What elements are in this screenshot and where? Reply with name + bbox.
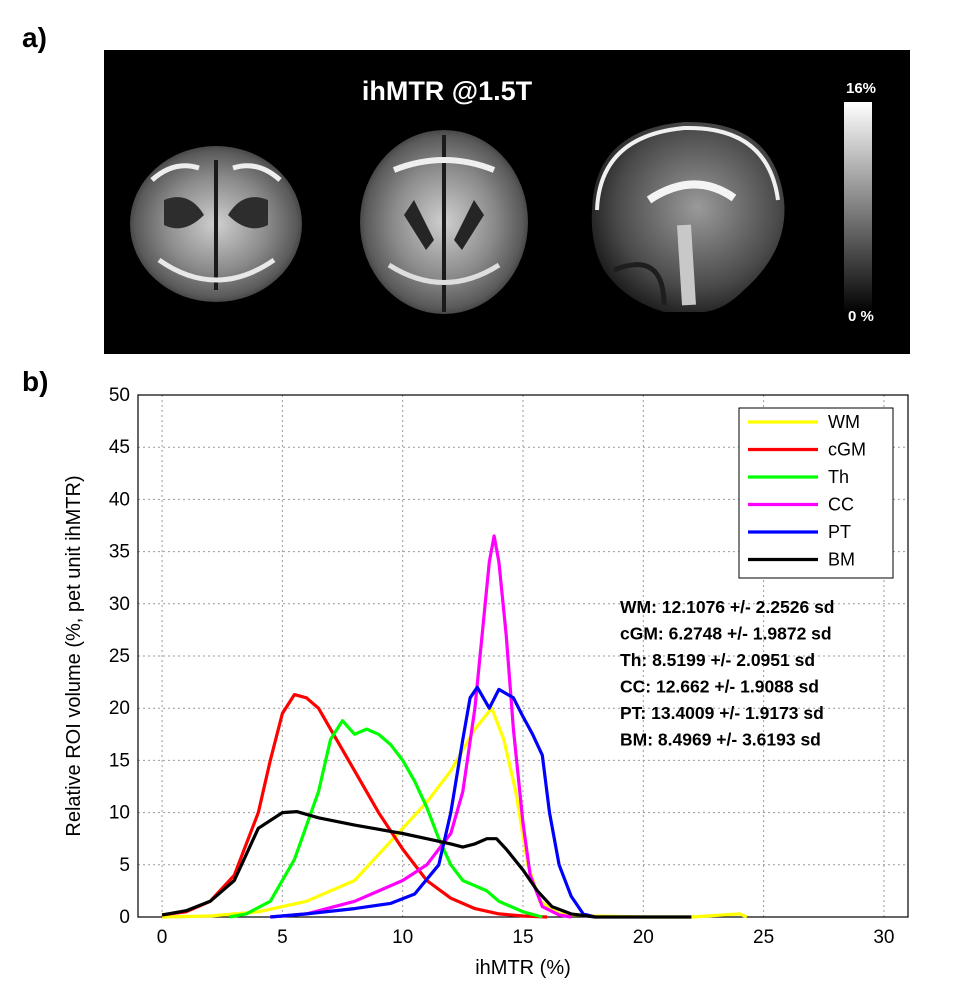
panel-a-label: a) [22,22,47,53]
sagittal-slice [591,121,785,312]
y-tick-label: 5 [119,855,130,876]
colorbar-max-label: 16% [846,80,877,97]
y-tick-label: 20 [109,698,130,719]
colorbar [844,102,872,314]
x-tick-label: 0 [157,927,168,948]
brain-slices [130,121,785,314]
mri-image-panel: ihMTR @1.5T [104,50,910,354]
y-tick-label: 25 [109,646,130,667]
legend-box [738,407,894,579]
legend-label-th: Th [828,467,849,487]
axial-slice-1 [130,146,302,302]
stats-line: WM: 12.1076 +/- 2.2526 sd [620,597,835,617]
axis-ticks: 0 5 10 15 20 25 30 0 5 10 15 20 25 30 35 40 45 50 [109,385,895,948]
x-tick-label: 10 [392,927,413,948]
x-tick-label: 25 [753,927,774,948]
y-tick-label: 45 [109,437,130,458]
legend: WM cGM Th CC PT BM [738,407,894,579]
y-tick-label: 10 [109,803,130,824]
x-tick-label: 5 [277,927,288,948]
stats-line: PT: 13.4009 +/- 1.9173 sd [620,703,824,723]
stats-line: Th: 8.5199 +/- 2.0951 sd [620,650,815,670]
series-lines [161,534,748,919]
histogram-chart: 0 5 10 15 20 25 30 0 5 10 15 20 25 30 35 40 45 50 ihMTR (… [63,385,909,979]
colorbar-min-label: 0 % [848,308,874,325]
y-tick-label: 30 [109,594,130,615]
series-line-cc [270,534,572,919]
legend-label-bm: BM [828,550,855,570]
series-line-bm [161,810,692,919]
legend-label-cc: CC [828,495,854,515]
series-line-cgm [161,693,548,919]
x-tick-label: 30 [873,927,894,948]
legend-label-pt: PT [828,522,851,542]
stats-annotation: WM: 12.1076 +/- 2.2526 sd cGM: 6.2748 +/-… [620,597,835,750]
legend-label-wm: WM [828,412,860,432]
x-tick-label: 20 [633,927,654,948]
stats-line: CC: 12.662 +/- 1.9088 sd [620,677,819,697]
series-line-th [229,719,543,919]
stats-line: BM: 8.4969 +/- 3.6193 sd [620,730,821,750]
legend-label-cgm: cGM [828,440,866,460]
y-tick-label: 50 [109,385,130,406]
panel-b-label: b) [22,366,49,397]
y-tick-label: 0 [119,907,130,928]
stats-line: cGM: 6.2748 +/- 1.9872 sd [620,624,832,644]
y-tick-label: 40 [109,489,130,510]
series-line-pt [270,685,596,919]
axial-slice-2 [360,130,528,314]
y-tick-label: 35 [109,542,130,563]
x-axis-label: ihMTR (%) [475,957,571,979]
x-tick-label: 15 [512,927,533,948]
y-axis-label: Relative ROI volume (%, pet unit ihMTR) [63,475,85,836]
y-tick-label: 15 [109,750,130,771]
mri-title: ihMTR @1.5T [361,76,533,106]
